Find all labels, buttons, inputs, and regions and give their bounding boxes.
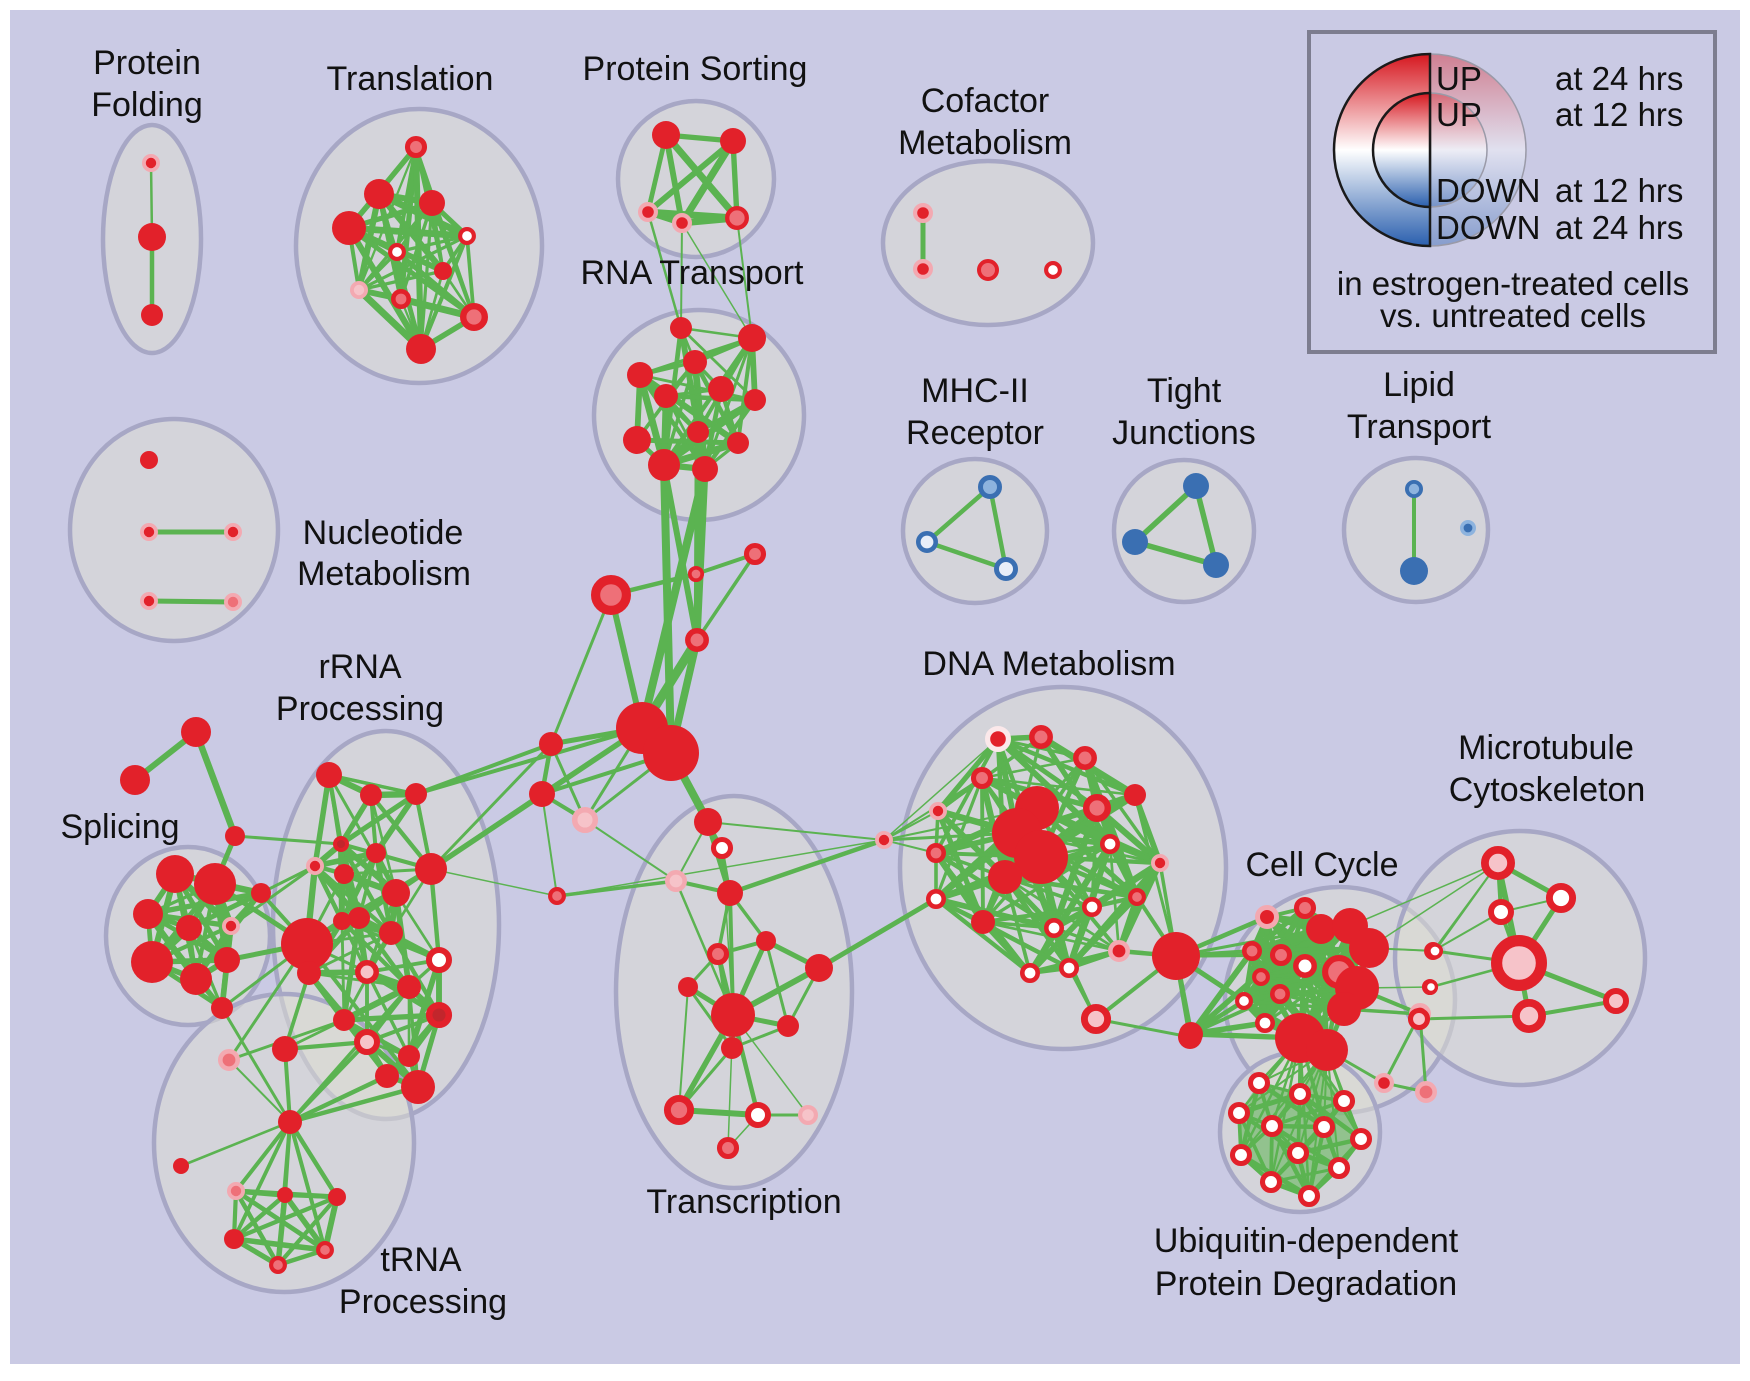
svg-text:RNA Transport: RNA Transport [581, 254, 805, 292]
svg-text:Lipid: Lipid [1383, 366, 1455, 404]
svg-text:Nucleotide: Nucleotide [303, 514, 464, 552]
svg-text:rRNA: rRNA [318, 648, 401, 686]
svg-text:UP: UP [1436, 96, 1482, 133]
svg-text:Metabolism: Metabolism [898, 124, 1072, 162]
svg-text:at 24 hrs: at 24 hrs [1555, 209, 1683, 246]
svg-text:Protein Degradation: Protein Degradation [1155, 1265, 1457, 1303]
svg-text:Translation: Translation [327, 60, 494, 98]
svg-text:Transport: Transport [1347, 408, 1492, 446]
svg-text:Cytoskeleton: Cytoskeleton [1449, 771, 1646, 809]
svg-text:Metabolism: Metabolism [297, 555, 471, 593]
svg-text:at 12 hrs: at 12 hrs [1555, 96, 1683, 133]
svg-text:Junctions: Junctions [1112, 414, 1256, 452]
svg-text:Processing: Processing [339, 1283, 507, 1321]
svg-text:in estrogen-treated cells: in estrogen-treated cells [1337, 265, 1689, 302]
svg-text:UP: UP [1436, 60, 1482, 97]
svg-text:Processing: Processing [276, 690, 444, 728]
svg-text:DOWN: DOWN [1436, 172, 1540, 209]
svg-text:Cofactor: Cofactor [921, 82, 1050, 120]
svg-text:at 12 hrs: at 12 hrs [1555, 172, 1683, 209]
svg-text:Tight: Tight [1147, 372, 1222, 410]
svg-text:Splicing: Splicing [60, 808, 179, 846]
svg-text:DOWN: DOWN [1436, 209, 1540, 246]
svg-text:Folding: Folding [91, 86, 203, 124]
svg-text:vs. untreated cells: vs. untreated cells [1380, 297, 1646, 334]
svg-text:Microtubule: Microtubule [1458, 729, 1634, 767]
svg-text:tRNA: tRNA [380, 1241, 462, 1279]
svg-text:Transcription: Transcription [646, 1183, 841, 1221]
svg-text:Protein: Protein [93, 44, 201, 82]
svg-text:DNA Metabolism: DNA Metabolism [922, 645, 1175, 683]
svg-text:Cell Cycle: Cell Cycle [1245, 846, 1398, 884]
svg-text:at 24 hrs: at 24 hrs [1555, 60, 1683, 97]
svg-text:Receptor: Receptor [906, 414, 1044, 452]
svg-text:Ubiquitin-dependent: Ubiquitin-dependent [1154, 1222, 1459, 1260]
svg-text:Protein Sorting: Protein Sorting [583, 50, 808, 88]
svg-text:MHC-II: MHC-II [921, 372, 1029, 410]
